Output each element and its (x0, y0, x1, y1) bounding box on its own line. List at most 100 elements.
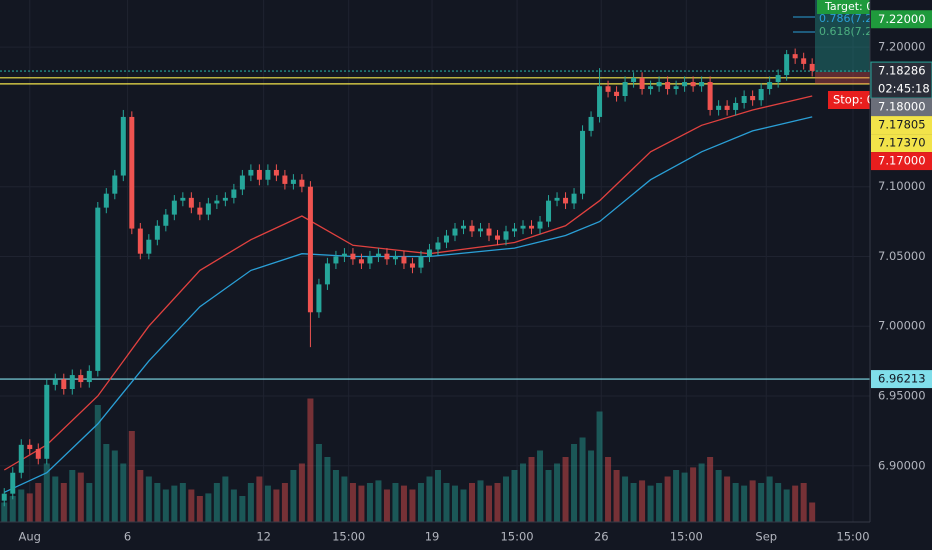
candle-body (750, 96, 756, 101)
volume-bar (673, 470, 680, 522)
fib-label: 0.786(7.22 (819, 12, 879, 25)
volume-bar (766, 476, 773, 522)
candle-body (648, 86, 654, 90)
candle-body (282, 175, 288, 184)
volume-bar (18, 489, 25, 522)
volume-bar (256, 476, 263, 522)
volume-bar (52, 476, 59, 522)
candle-body (129, 116, 135, 229)
candle-body (392, 256, 398, 260)
candle-body (401, 256, 407, 264)
volume-bar (477, 480, 484, 522)
price-badge-label: 7.17370 (878, 136, 926, 150)
candle-body (767, 82, 773, 90)
volume-bar (409, 489, 416, 522)
candle-body (324, 263, 330, 285)
candle-body (222, 197, 228, 201)
volume-bar (392, 483, 399, 522)
x-tick-label: 15:00 (500, 530, 533, 544)
volume-bar (588, 450, 595, 522)
price-badge (871, 134, 932, 153)
volume-bar (60, 483, 67, 522)
candle-body (418, 256, 424, 268)
candle-body (682, 82, 688, 87)
volume-bar (630, 483, 637, 522)
candle-body (512, 228, 518, 232)
candle-body (741, 96, 747, 103)
volume-bar (468, 483, 475, 522)
price-badge-label: 7.18286 (878, 64, 926, 78)
volume-bar (443, 483, 450, 522)
candle-body (341, 253, 347, 257)
candle-body (520, 225, 526, 229)
volume-bar (800, 483, 807, 522)
candle-body (231, 189, 237, 198)
stop-text: Stop: 0 (833, 93, 874, 107)
volume-bar (281, 483, 288, 522)
volume-bar (247, 483, 254, 522)
candle-body (409, 263, 415, 268)
volume-bar (273, 489, 280, 522)
candle-body (673, 86, 679, 90)
volume-bar (537, 450, 544, 522)
candle-body (95, 207, 101, 371)
candle-body (197, 207, 203, 215)
y-tick-label: 7.20000 (878, 40, 926, 54)
volume-bar (605, 457, 612, 522)
volume-bar (528, 457, 535, 522)
volume-bar (426, 476, 433, 522)
candle-body (707, 82, 713, 110)
candle-body (350, 253, 356, 260)
level-lines (0, 70, 870, 380)
volume-bar (562, 457, 569, 522)
candle-body (248, 169, 254, 176)
volume-bar (681, 472, 688, 522)
candle-body (588, 116, 594, 131)
candle-body (154, 225, 160, 240)
volume-bar (341, 476, 348, 522)
candle-body (290, 179, 296, 184)
volume-bar (724, 476, 731, 522)
candle-body (367, 256, 373, 264)
candle-body (631, 77, 637, 83)
candle-body (792, 54, 798, 59)
candle-body (495, 235, 501, 240)
candle-body (546, 200, 552, 222)
grid (0, 0, 870, 522)
x-tick-label: Sep (755, 530, 777, 544)
volume-bar (792, 485, 799, 522)
volume-bar (290, 470, 297, 522)
candle-body (656, 82, 662, 87)
candle-body (571, 193, 577, 204)
volume-bar (647, 485, 654, 522)
volume-bar (324, 457, 331, 522)
candle-body (61, 379, 67, 390)
candle-body (205, 203, 211, 215)
candle-body (758, 89, 764, 101)
candle-body (299, 179, 305, 187)
volume-bar (732, 483, 739, 522)
candle-body (256, 169, 262, 180)
volume-bar (383, 489, 390, 522)
candle-body (733, 102, 739, 110)
candle-body (503, 231, 509, 240)
moving-average (4, 116, 813, 493)
volume-bar (26, 493, 33, 522)
candle-body (188, 197, 194, 208)
candle-body (784, 54, 790, 76)
volume-bar (103, 444, 110, 522)
moving-averages (3, 95, 813, 493)
volume-bar (188, 489, 195, 522)
volume-bar (375, 480, 382, 522)
x-tick-label: 15:00 (836, 530, 869, 544)
y-tick-label: 6.90000 (878, 458, 926, 472)
candle-body (639, 77, 645, 90)
x-tick-label: 12 (256, 530, 271, 544)
volume-bar (775, 483, 782, 522)
volume-bar (264, 485, 271, 522)
y-tick-label: 6.95000 (878, 389, 926, 403)
volume-bar (715, 470, 722, 522)
candle-body (452, 228, 458, 236)
volume-bar (179, 483, 186, 522)
